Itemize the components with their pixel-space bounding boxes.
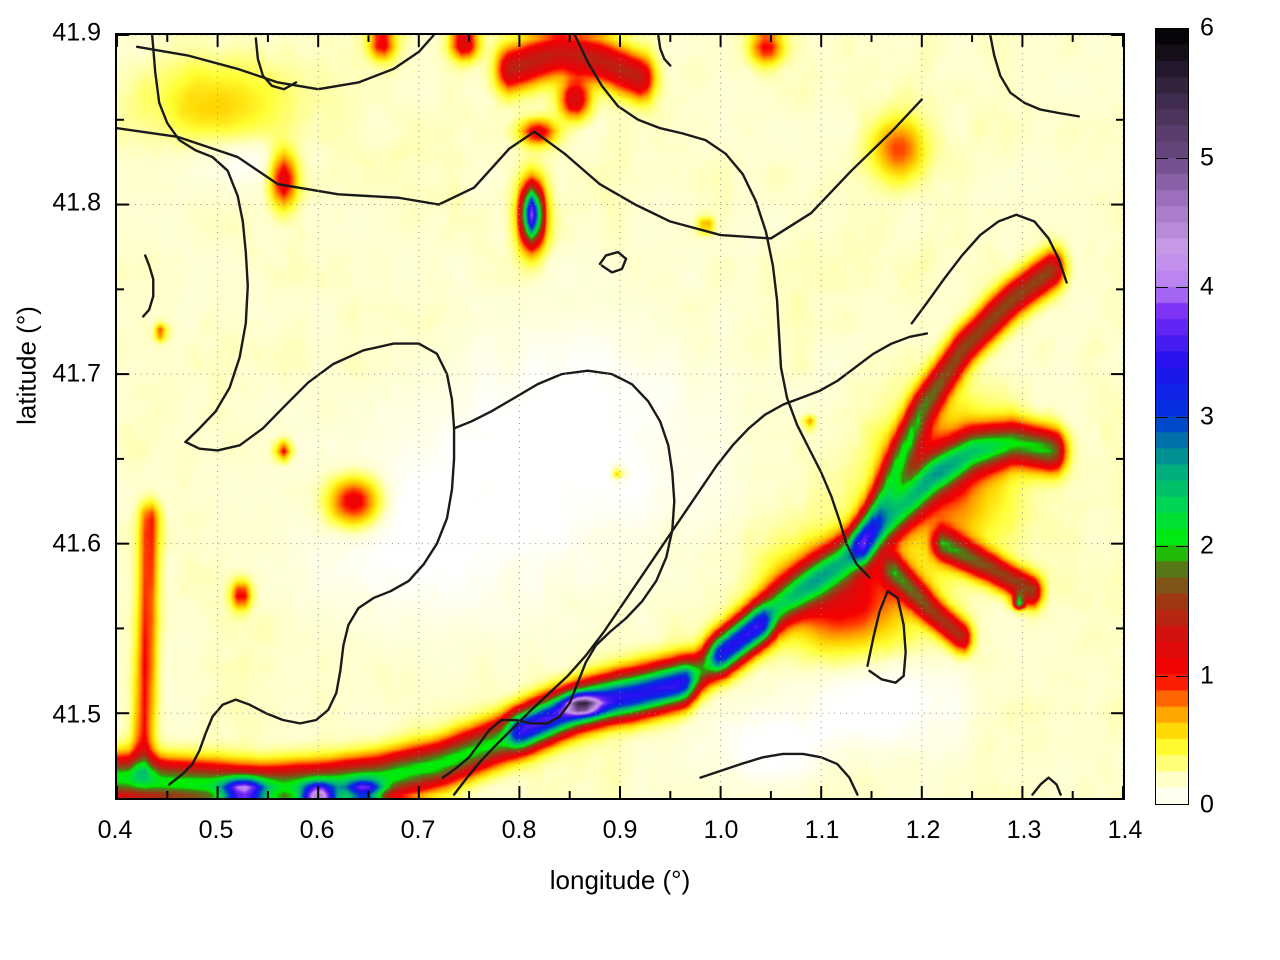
- colorbar-tick-mark: [1176, 287, 1189, 288]
- boundary-line: [452, 332, 929, 796]
- colorbar-tick-mark: [1176, 416, 1189, 418]
- colorbar-tick-mark: [1176, 546, 1189, 547]
- plot-area: [115, 33, 1125, 800]
- boundary-line: [142, 254, 155, 318]
- colorbar-tick-mark: [1155, 416, 1168, 418]
- y-tick-label: 41.7: [52, 359, 101, 388]
- boundary-line: [657, 35, 672, 67]
- colorbar-tick-label: 6: [1200, 13, 1214, 42]
- boundary-line: [168, 342, 456, 786]
- boundary-line: [910, 213, 1068, 325]
- colorbar-tick-mark: [1155, 546, 1168, 547]
- y-tick-label: 41.6: [52, 529, 101, 558]
- boundary-lines-overlay: [117, 35, 1080, 796]
- boundary-line: [441, 369, 676, 779]
- y-axis-title: latitude (°): [11, 306, 42, 425]
- x-tick-label: 1.0: [703, 816, 739, 844]
- colorbar-tick-mark: [1176, 675, 1189, 677]
- boundary-line: [573, 35, 871, 579]
- boundary-line: [150, 35, 249, 444]
- colorbar-tick-mark: [1155, 287, 1168, 288]
- x-tick-label: 0.6: [299, 816, 335, 844]
- x-tick-label: 1.3: [1006, 816, 1042, 844]
- x-tick-label: 0.8: [501, 816, 537, 844]
- x-axis-title: longitude (°): [549, 865, 691, 895]
- colorbar-tick-label: 5: [1200, 143, 1214, 171]
- boundary-line: [254, 37, 298, 91]
- colorbar-tick-label: 1: [1200, 661, 1214, 689]
- colorbar-tick-label: 4: [1200, 272, 1214, 301]
- boundary-line: [1031, 776, 1062, 796]
- boundary-line: [699, 752, 859, 796]
- boundary-line: [989, 35, 1080, 118]
- gridlines-overlay: [117, 35, 1123, 798]
- colorbar-tick-mark: [1155, 675, 1168, 677]
- colorbar-tick-mark: [1155, 157, 1168, 159]
- x-tick-label: 0.9: [602, 816, 638, 844]
- boundary-line: [866, 589, 907, 684]
- boundary-line: [598, 250, 628, 274]
- colorbar-tick-label: 2: [1200, 531, 1214, 560]
- x-tick-label: 0.7: [400, 816, 436, 844]
- x-tick-label: 1.4: [1107, 816, 1143, 844]
- heatmap-canvas: [117, 35, 1123, 798]
- colorbar-tick-label: 0: [1200, 790, 1214, 819]
- x-tick-label: 1.1: [804, 816, 840, 844]
- x-tick-label: 1.2: [905, 816, 941, 844]
- x-tick-label: 0.5: [198, 816, 234, 844]
- x-tick-label: 0.4: [97, 816, 133, 844]
- boundary-line: [117, 98, 923, 240]
- y-tick-label: 41.5: [52, 700, 101, 729]
- y-tick-label: 41.9: [52, 18, 101, 47]
- colorbar-tick-label: 3: [1200, 402, 1214, 430]
- colorbar-tick-mark: [1176, 157, 1189, 159]
- y-tick-label: 41.8: [52, 188, 101, 217]
